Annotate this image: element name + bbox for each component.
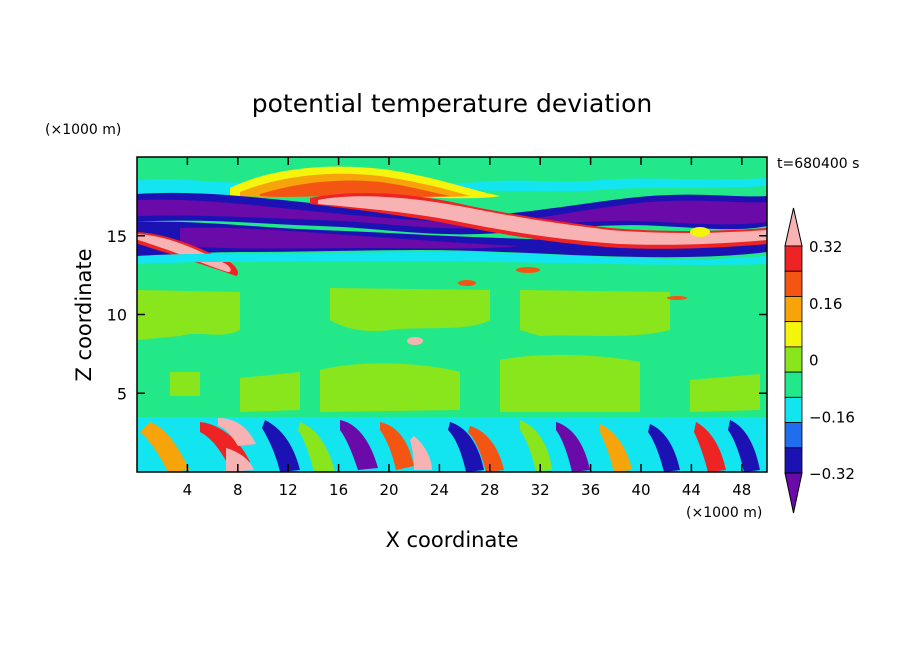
x-tick-label: 16 <box>329 481 348 499</box>
y-axis-label: Z coordinate <box>72 248 96 381</box>
y-tick-label: 15 <box>107 227 127 246</box>
colorbar: 0.32 0.16 0 −0.16 −0.32 <box>784 207 855 514</box>
chart-title: potential temperature deviation <box>252 89 652 118</box>
colorbar-extend-top <box>784 207 803 247</box>
colorbar-segment <box>784 447 803 474</box>
x-tick-label: 48 <box>732 481 751 499</box>
colorbar-segment <box>784 296 803 323</box>
x-axis-label: X coordinate <box>385 528 518 552</box>
colorbar-tick-label: −0.32 <box>809 465 855 483</box>
colorbar-tick-label: −0.16 <box>809 408 855 426</box>
y-tick-label: 10 <box>107 306 127 325</box>
colorbar-segment <box>784 245 803 272</box>
x-tick-label: 40 <box>631 481 650 499</box>
colorbar-tick-label: 0 <box>809 352 819 370</box>
time-label: t=680400 s <box>777 156 859 172</box>
x-unit-label: (×1000 m) <box>686 505 762 521</box>
colorbar-segment <box>784 422 803 449</box>
y-tick-label: 5 <box>117 384 127 403</box>
colorbar-segment <box>784 270 803 297</box>
colorbar-extend-bottom <box>784 472 803 514</box>
x-tick-label: 12 <box>279 481 298 499</box>
colorbar-tick-label: 0.32 <box>809 238 842 256</box>
y-axis: 5 10 15 <box>107 227 767 403</box>
x-tick-label: 24 <box>430 481 449 499</box>
x-axis: 4 8 12 16 20 24 28 32 36 40 44 48 <box>183 157 751 499</box>
x-tick-label: 32 <box>531 481 550 499</box>
x-tick-label: 8 <box>233 481 243 499</box>
colorbar-segment <box>784 321 803 348</box>
colorbar-segment <box>784 371 803 398</box>
x-tick-label: 20 <box>379 481 398 499</box>
y-unit-label: (×1000 m) <box>45 122 121 138</box>
colorbar-segment <box>784 396 803 423</box>
x-tick-label: 4 <box>183 481 193 499</box>
colorbar-tick-label: 0.16 <box>809 295 842 313</box>
contour-field <box>137 157 767 472</box>
colorbar-segment <box>784 346 803 373</box>
x-tick-label: 28 <box>480 481 499 499</box>
x-tick-label: 44 <box>682 481 701 499</box>
x-tick-label: 36 <box>581 481 600 499</box>
